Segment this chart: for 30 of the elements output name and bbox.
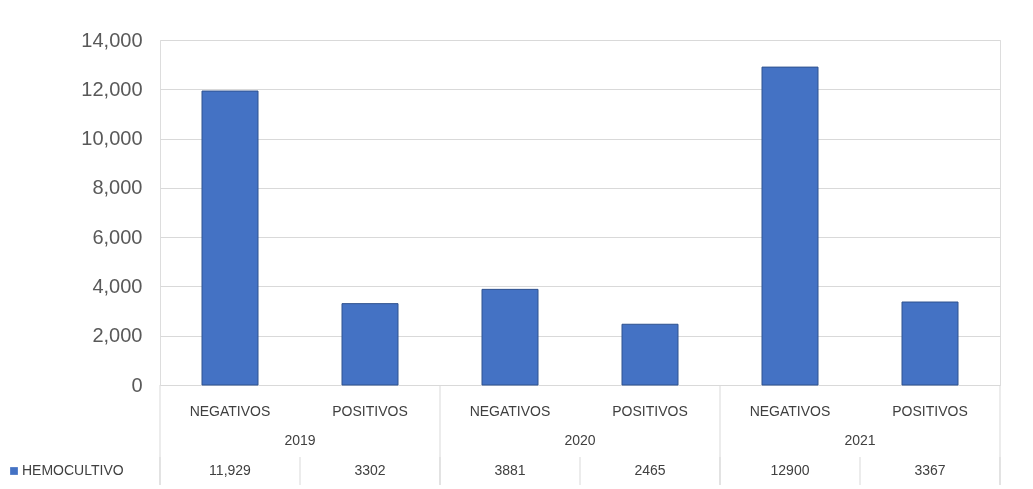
- x-tick-label: POSITIVOS: [332, 403, 408, 419]
- x-tick-label: POSITIVOS: [892, 403, 968, 419]
- bar: [621, 323, 679, 386]
- data-label: 3881: [494, 462, 526, 478]
- data-label: 3302: [354, 462, 386, 478]
- x-tick-label: NEGATIVOS: [749, 403, 831, 419]
- y-tick-label: 6,000: [92, 225, 143, 248]
- x-tick-label: NEGATIVOS: [469, 403, 551, 419]
- x-tick-label: NEGATIVOS: [189, 403, 271, 419]
- bar: [341, 303, 399, 386]
- y-tick-label: 10,000: [81, 127, 143, 150]
- bar: [901, 301, 959, 386]
- data-label: 12900: [770, 462, 810, 478]
- bar: [201, 90, 259, 386]
- x-tick-label: POSITIVOS: [612, 403, 688, 419]
- data-label: 2465: [634, 462, 666, 478]
- y-tick-label: 4,000: [92, 274, 143, 297]
- bar: [761, 66, 819, 386]
- text: 2020: [564, 432, 596, 448]
- data-label: 11,929: [209, 462, 252, 478]
- text: 2019: [284, 432, 316, 448]
- bar: [481, 288, 539, 386]
- text: 2021: [844, 432, 876, 448]
- y-tick-label: 8,000: [92, 176, 143, 199]
- y-tick-label: 12,000: [81, 77, 143, 100]
- legend-label: HEMOCULTIVO: [22, 462, 124, 478]
- y-tick-label: 2,000: [92, 324, 143, 347]
- data-label: 3367: [914, 462, 946, 478]
- y-tick-label: 14,000: [81, 28, 143, 51]
- y-tick-label: 0: [131, 373, 143, 396]
